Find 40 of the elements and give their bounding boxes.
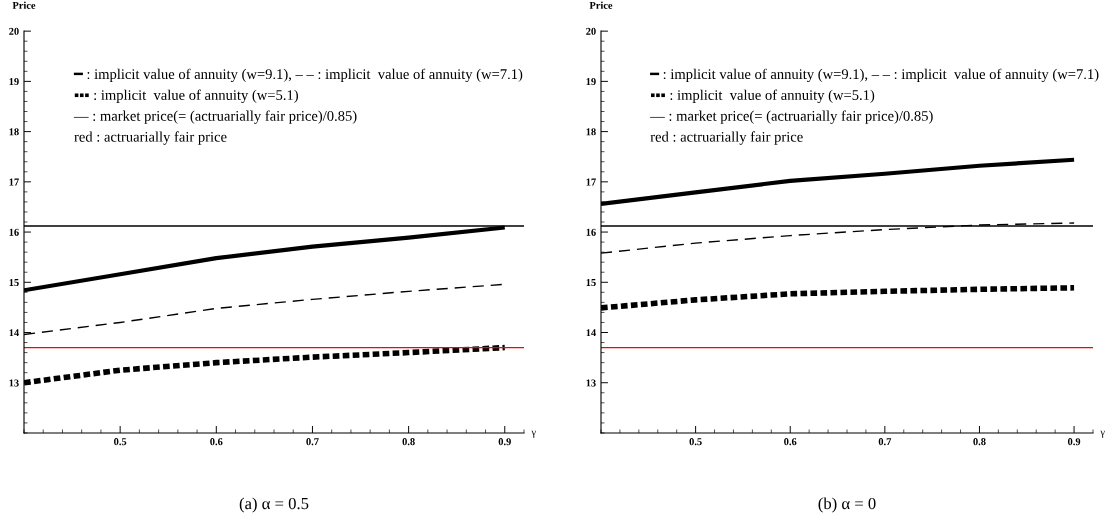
x-tick-label: 0.6 bbox=[210, 438, 223, 446]
text: (a) α = 0.5 bbox=[239, 497, 309, 513]
y-tick-label: 19 bbox=[9, 78, 19, 86]
annotation: ━ : implicit value of annuity (w=9.1), – – : implicit value of annuity (w=7.1) bbox=[73, 68, 523, 83]
x-tick-label: 0.8 bbox=[402, 438, 415, 446]
annotation: — : market price(= (actruarially fair price)/0.85) bbox=[650, 110, 933, 124]
annotation: red : actruarially fair price bbox=[650, 131, 803, 145]
y-tick-label: 13 bbox=[9, 379, 19, 387]
x-tick-label: 0.7 bbox=[306, 438, 319, 446]
y-tick-label: 18 bbox=[586, 128, 596, 136]
annotation: red : actruarially fair price bbox=[74, 131, 227, 145]
y-tick-label: 17 bbox=[586, 178, 596, 186]
x-axis-title: γ bbox=[531, 430, 536, 438]
x-tick-label: 0.5 bbox=[114, 438, 127, 446]
annotation: ▪▪▪ : implicit value of annuity (w=5.1) bbox=[650, 89, 875, 103]
x-tick-label: 0.8 bbox=[973, 438, 986, 446]
y-tick-label: 14 bbox=[586, 329, 596, 337]
y-tick-label: 17 bbox=[9, 178, 19, 186]
y-tick-label: 15 bbox=[9, 279, 19, 286]
y-tick-label: 14 bbox=[9, 329, 19, 337]
annotation: ▪▪▪ : implicit value of annuity (w=5.1) bbox=[74, 89, 298, 103]
y-tick-label: 20 bbox=[586, 27, 596, 35]
x-tick-label: 0.6 bbox=[784, 438, 797, 446]
y-tick-label: 15 bbox=[586, 279, 596, 286]
y-tick-label: 13 bbox=[586, 379, 596, 387]
x-tick-label: 0.9 bbox=[498, 438, 511, 446]
x-tick-label: 0.9 bbox=[1067, 438, 1081, 446]
y-tick-label: 18 bbox=[9, 128, 19, 136]
y-tick-label: 19 bbox=[586, 78, 596, 86]
y-tick-label: 16 bbox=[586, 228, 596, 236]
x-tick-label: 0.5 bbox=[689, 438, 702, 446]
x-tick-label: 0.7 bbox=[878, 438, 892, 446]
annotation: ━ : implicit value of annuity (w=9.1), – – : implicit value of annuity (w=7.1) bbox=[650, 68, 1099, 83]
y-axis-title: Price bbox=[12, 1, 36, 9]
annotation: — : market price(= (actruarially fair price)/0.85) bbox=[73, 110, 357, 124]
y-tick-label: 16 bbox=[9, 228, 19, 236]
x-axis-title: γ bbox=[1100, 430, 1105, 438]
y-tick-label: 20 bbox=[9, 27, 19, 35]
text: (b) α = 0 bbox=[818, 497, 876, 513]
y-axis-title: Price bbox=[589, 1, 613, 9]
